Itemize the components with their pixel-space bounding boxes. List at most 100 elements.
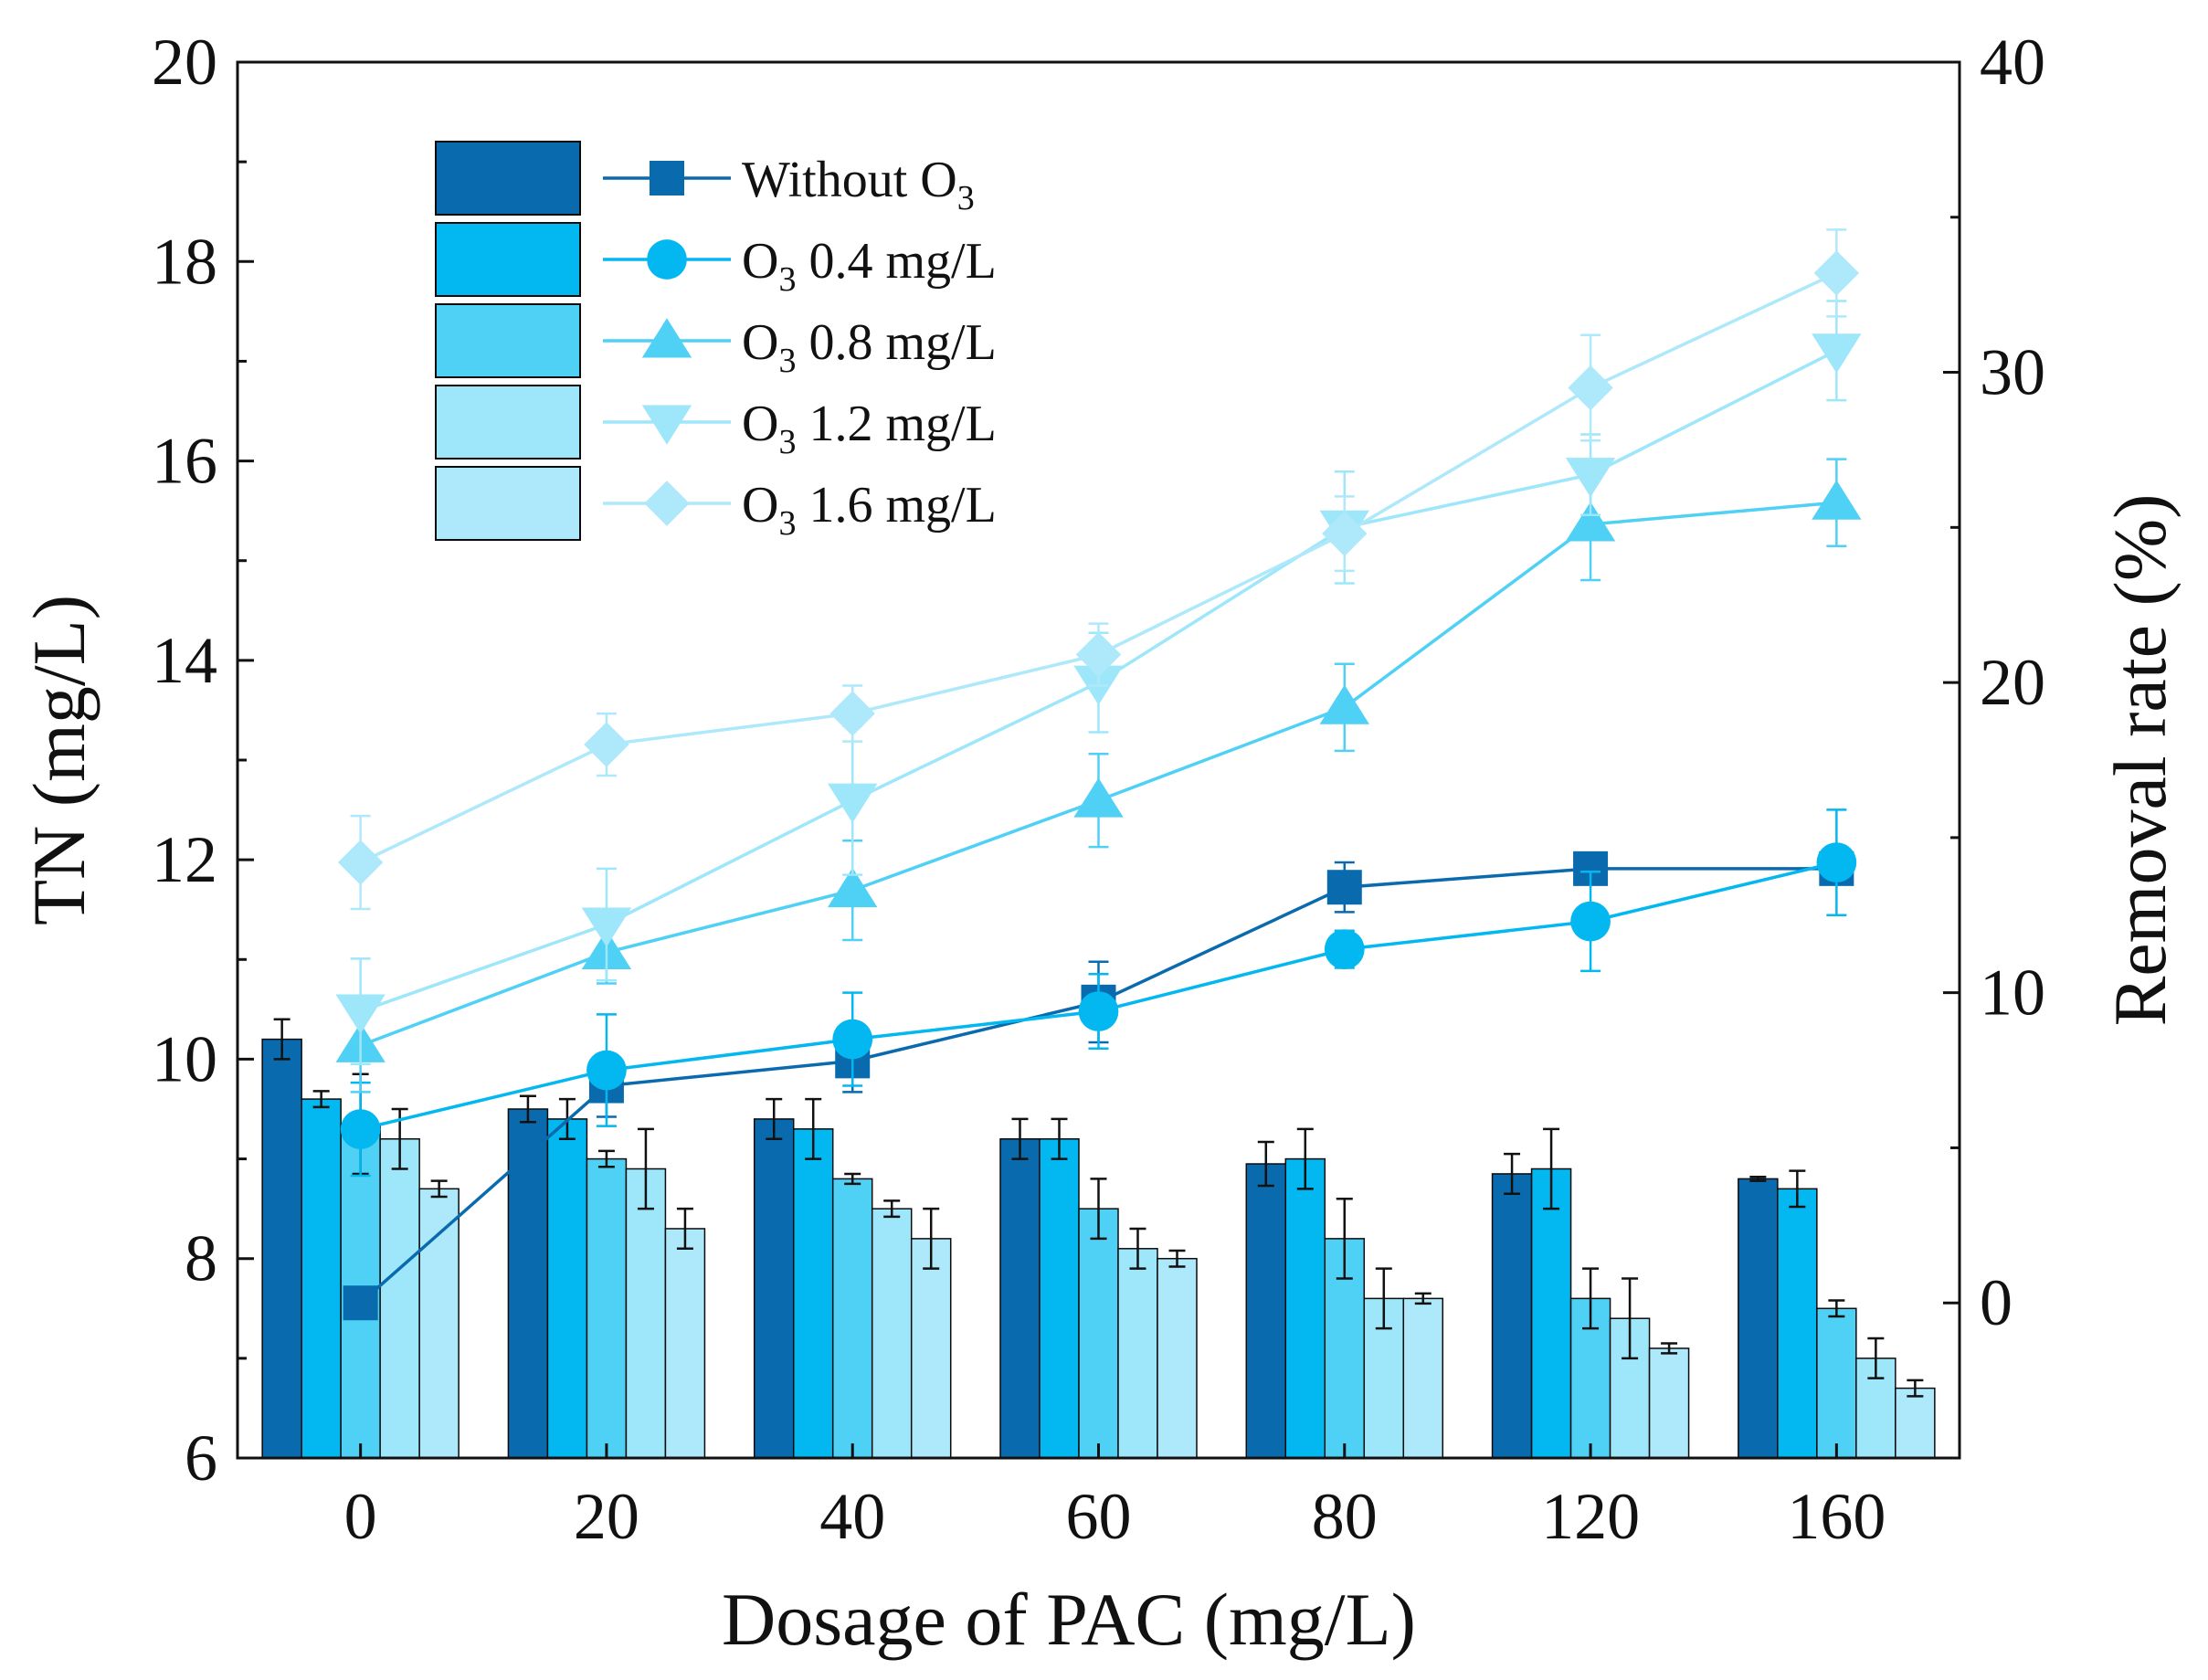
- bar: [1402, 1297, 1444, 1459]
- bar-error-bar: [273, 1018, 291, 1061]
- data-point: [1075, 631, 1122, 678]
- legend-marker: [650, 161, 684, 195]
- legend-marker: [641, 318, 692, 358]
- line-series: [337, 228, 1860, 911]
- bar-error-bar: [597, 1149, 615, 1168]
- legend-label: O3 0.4 mg/L: [742, 233, 997, 299]
- bar: [753, 1118, 795, 1459]
- bar-error-bar: [1622, 1277, 1639, 1360]
- legend-entry: O3 0.4 mg/L: [435, 222, 997, 299]
- bar-error-bar: [1867, 1337, 1885, 1379]
- data-point: [1078, 991, 1119, 1031]
- data-point: [343, 1285, 378, 1321]
- bar: [1895, 1387, 1936, 1459]
- bar-error-bar: [676, 1207, 693, 1251]
- legend-bar-swatch: [435, 303, 581, 378]
- legend-label: O3 1.6 mg/L: [742, 477, 997, 543]
- bar: [792, 1128, 834, 1459]
- bar: [1039, 1137, 1080, 1459]
- axes-layer: 6 8 10 12 14 16 18 20 0 10 20 30 40 0 20 40 60 80 120 160: [152, 26, 2045, 1553]
- data-point: [1816, 842, 1857, 882]
- data-point: [581, 907, 632, 947]
- bar: [1117, 1248, 1158, 1459]
- data-point: [586, 1050, 627, 1091]
- bar: [546, 1118, 588, 1459]
- bar-error-bar: [1090, 1178, 1107, 1241]
- x-tick-label: 160: [1787, 1480, 1886, 1553]
- bar-error-bar: [1336, 1197, 1353, 1280]
- bar-error-bar: [883, 1199, 901, 1219]
- y-axis-label-right: Removal rate (%): [2098, 494, 2182, 1027]
- data-point: [829, 691, 875, 736]
- legend-entry: Without O3: [435, 141, 975, 217]
- y-left-tick-label: 20: [152, 26, 217, 99]
- data-point: [1568, 365, 1613, 411]
- y-left-tick-label: 8: [185, 1222, 217, 1295]
- bar: [831, 1178, 873, 1459]
- data-point: [1324, 929, 1365, 969]
- legend: Without O3 O3 0.4 mg/L O3 0.8 mg/L O3 1.2 m…: [435, 141, 997, 543]
- legend-entry: O3 1.6 mg/L: [435, 466, 997, 543]
- bar-error-bar: [637, 1127, 654, 1210]
- bar: [999, 1137, 1041, 1459]
- bar: [1816, 1307, 1857, 1459]
- bar: [418, 1188, 460, 1459]
- legend-marker: [647, 239, 687, 280]
- legend-marker: [644, 481, 690, 526]
- bar: [1157, 1257, 1198, 1459]
- bar-error-bar: [1257, 1140, 1274, 1188]
- bar-error-bar: [1051, 1117, 1068, 1160]
- bar-error-bar: [1907, 1379, 1924, 1398]
- y-right-tick-label: 10: [1980, 956, 2045, 1030]
- data-point: [1565, 458, 1616, 498]
- bar-series: [379, 1107, 1896, 1459]
- bar-error-bar: [1375, 1267, 1392, 1330]
- y-left-tick-label: 16: [152, 425, 217, 498]
- bar: [261, 1038, 302, 1459]
- bar-error-bar: [1749, 1175, 1767, 1182]
- legend-bar-swatch: [435, 385, 581, 460]
- y-left-tick-label: 14: [152, 624, 217, 697]
- bar-error-bar: [519, 1094, 536, 1124]
- data-point: [828, 783, 878, 823]
- y-axis-label-left: TN (mg/L): [17, 595, 100, 925]
- bar-error-bar: [1168, 1249, 1186, 1268]
- bar: [1245, 1163, 1287, 1459]
- y-right-tick-label: 40: [1980, 26, 2045, 99]
- bar-error-bar: [1011, 1117, 1029, 1160]
- bar: [1777, 1188, 1818, 1459]
- data-point: [337, 840, 384, 885]
- data-point: [1326, 870, 1362, 905]
- bar: [1530, 1168, 1572, 1459]
- y-left-tick-label: 12: [152, 823, 217, 896]
- y-right-tick-label: 0: [1980, 1266, 2013, 1339]
- y-right-tick-label: 20: [1980, 646, 2045, 719]
- bar: [1491, 1173, 1533, 1459]
- bar: [507, 1108, 549, 1459]
- x-tick-label: 40: [819, 1480, 885, 1553]
- legend-bar-swatch: [435, 466, 581, 541]
- bar: [1284, 1157, 1326, 1459]
- bar-error-bar: [1789, 1169, 1806, 1209]
- bar-error-bar: [805, 1097, 822, 1160]
- bar: [379, 1137, 420, 1459]
- bar: [1738, 1178, 1779, 1459]
- legend-label: O3 1.2 mg/L: [742, 396, 997, 461]
- bar-error-bar: [430, 1179, 448, 1199]
- y-left-tick-label: 6: [185, 1421, 217, 1495]
- bar-error-bar: [844, 1172, 861, 1186]
- bar: [1078, 1208, 1119, 1459]
- bar-error-bar: [1129, 1227, 1146, 1270]
- data-point: [584, 722, 629, 767]
- x-tick-label: 20: [574, 1480, 639, 1553]
- bar-error-bar: [1661, 1342, 1678, 1355]
- bar-error-bar: [1296, 1127, 1314, 1190]
- bar: [664, 1228, 706, 1459]
- bar: [910, 1238, 952, 1459]
- line-series: [340, 808, 1857, 1178]
- data-point: [1322, 511, 1368, 556]
- legend-entry: O3 0.8 mg/L: [435, 303, 997, 380]
- x-tick-label: 80: [1312, 1480, 1378, 1553]
- bars-layer: [261, 1018, 1936, 1459]
